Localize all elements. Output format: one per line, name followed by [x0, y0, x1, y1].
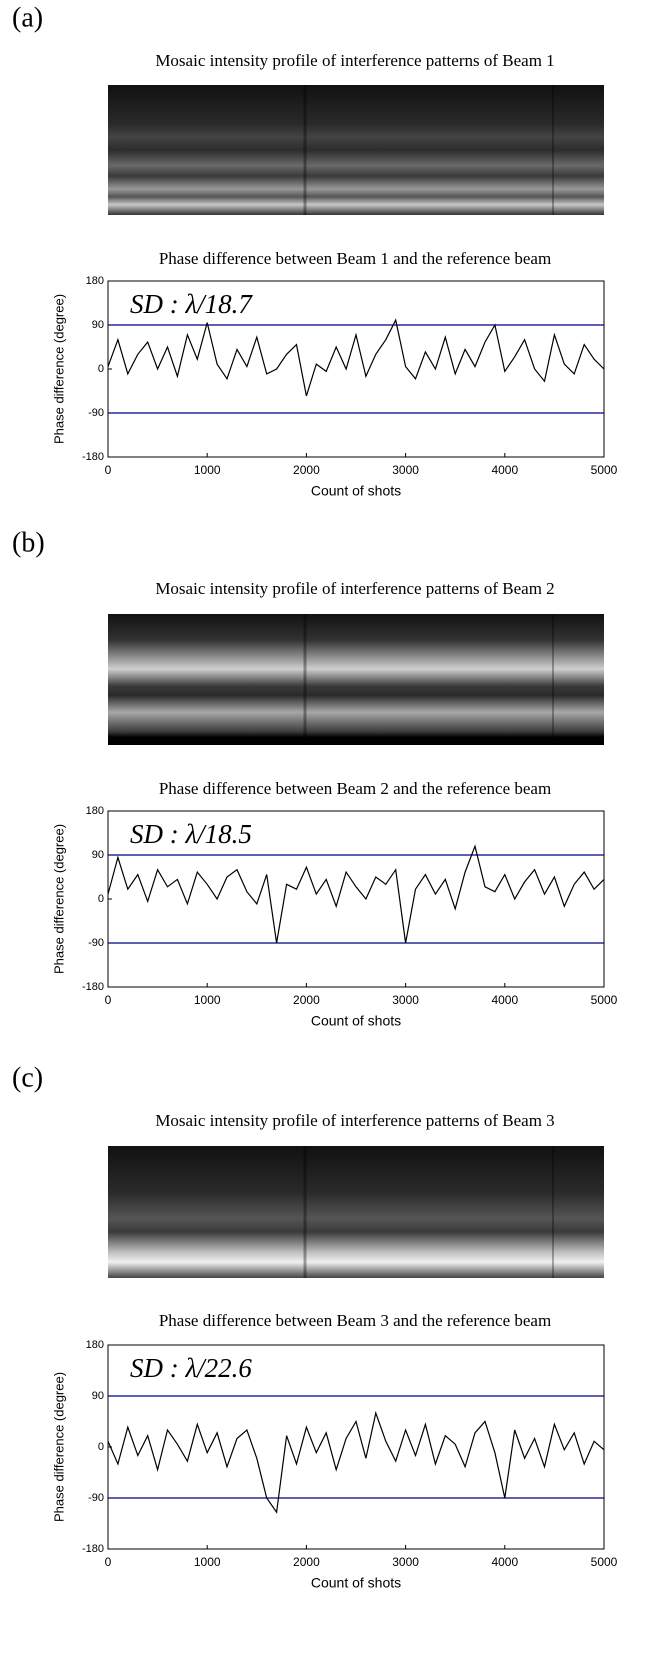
- x-tick-label: 2000: [293, 463, 320, 477]
- x-tick-label: 2000: [293, 1555, 320, 1569]
- x-tick-label: 4000: [491, 993, 518, 1007]
- y-tick-label: -180: [82, 1543, 104, 1555]
- x-tick-label: 5000: [591, 993, 618, 1007]
- y-tick-label: -180: [82, 451, 104, 463]
- y-tick-label: 180: [86, 1339, 104, 1351]
- y-tick-label: 0: [98, 1441, 104, 1453]
- data-line: [107, 1410, 605, 1514]
- x-tick-label: 2000: [293, 993, 320, 1007]
- panel-label: (b): [12, 527, 45, 558]
- mosaic-image: [108, 614, 604, 745]
- x-tick-label: 4000: [491, 1555, 518, 1569]
- plot-frame: [107, 280, 605, 458]
- y-tick-label: 180: [86, 805, 104, 817]
- y-tick-label: 90: [92, 319, 104, 331]
- panel-label: (a): [12, 2, 43, 33]
- x-tick-label: 0: [105, 463, 112, 477]
- x-tick-label: 4000: [491, 463, 518, 477]
- x-tick-label: 0: [105, 1555, 112, 1569]
- y-axis-label: Phase difference (degree): [51, 824, 66, 974]
- y-tick-label: -180: [82, 981, 104, 993]
- x-tick-label: 5000: [591, 1555, 618, 1569]
- y-tick-label: 180: [86, 275, 104, 287]
- mosaic-image: [108, 1146, 604, 1278]
- x-tick-label: 0: [105, 993, 112, 1007]
- x-tick-label: 3000: [392, 993, 419, 1007]
- plot-frame: [107, 810, 605, 988]
- y-axis-label: Phase difference (degree): [51, 1372, 66, 1522]
- image-title: Mosaic intensity profile of interference…: [155, 579, 554, 598]
- plot-frame: [107, 1344, 605, 1550]
- y-tick-label: -90: [88, 407, 104, 419]
- x-tick-label: 5000: [591, 463, 618, 477]
- x-axis-label: Count of shots: [311, 1575, 401, 1591]
- y-tick-label: -90: [88, 937, 104, 949]
- x-tick-label: 3000: [392, 1555, 419, 1569]
- x-tick-label: 3000: [392, 463, 419, 477]
- annotation: SD : λ/18.7: [130, 289, 253, 319]
- image-title: Mosaic intensity profile of interference…: [155, 1111, 554, 1130]
- y-tick-label: -90: [88, 1492, 104, 1504]
- y-tick-label: 90: [92, 849, 104, 861]
- x-tick-label: 1000: [194, 993, 221, 1007]
- chart-title: Phase difference between Beam 1 and the …: [159, 249, 551, 268]
- x-axis-label: Count of shots: [311, 483, 401, 499]
- data-line: [107, 318, 605, 397]
- x-tick-label: 1000: [194, 463, 221, 477]
- x-axis-label: Count of shots: [311, 1013, 401, 1029]
- y-axis-label: Phase difference (degree): [51, 294, 66, 444]
- mosaic-image: [108, 85, 604, 215]
- annotation: SD : λ/22.6: [130, 1353, 252, 1383]
- y-tick-label: 0: [98, 893, 104, 905]
- panel-label: (c): [12, 1062, 43, 1093]
- x-tick-label: 1000: [194, 1555, 221, 1569]
- image-title: Mosaic intensity profile of interference…: [155, 51, 554, 70]
- data-line: [107, 844, 605, 944]
- chart-title: Phase difference between Beam 3 and the …: [159, 1311, 551, 1330]
- y-tick-label: 0: [98, 363, 104, 375]
- annotation: SD : λ/18.5: [130, 819, 252, 849]
- chart-title: Phase difference between Beam 2 and the …: [159, 779, 551, 798]
- y-tick-label: 90: [92, 1390, 104, 1402]
